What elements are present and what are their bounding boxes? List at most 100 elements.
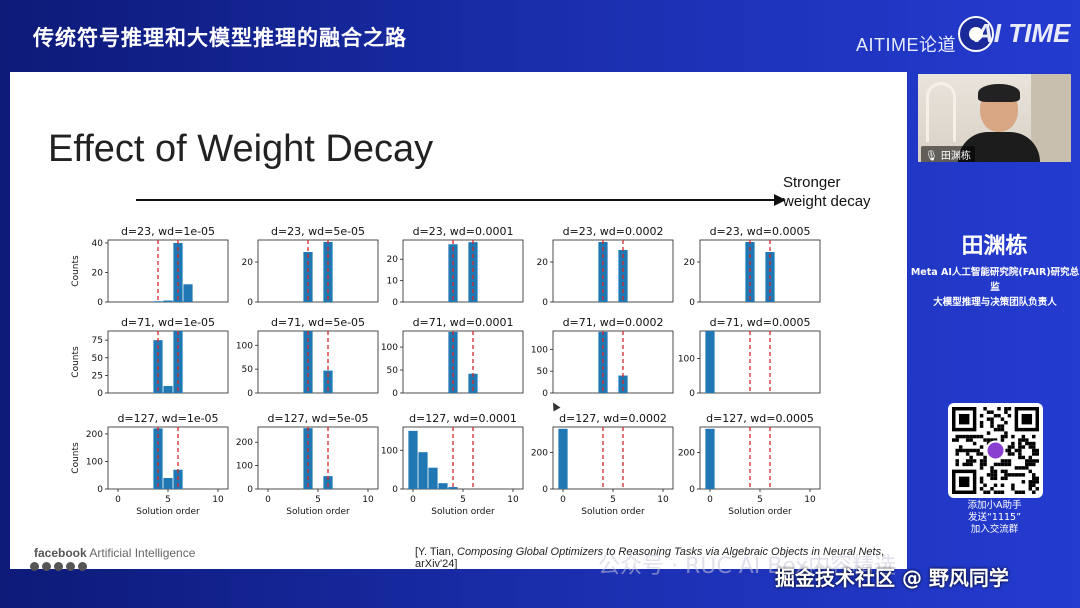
y-tick-label: 10 — [387, 277, 399, 287]
histogram-bar — [408, 430, 418, 489]
panel-title: d=71, wd=0.0005 — [710, 316, 811, 329]
y-tick-label: 0 — [689, 298, 695, 308]
y-tick-label: 200 — [236, 438, 253, 448]
y-tick-label: 0 — [97, 298, 103, 308]
y-tick-label: 0 — [247, 389, 253, 399]
panel-frame — [552, 330, 674, 394]
panel-title: d=23, wd=0.0001 — [413, 225, 514, 238]
y-tick-label: 0 — [247, 298, 253, 308]
panel-frame — [257, 239, 379, 303]
y-tick-label: 20 — [537, 258, 549, 268]
y-axis-label: Counts — [71, 442, 81, 474]
histogram-bar — [418, 452, 428, 489]
panel-frame — [257, 426, 379, 490]
panel-frame — [402, 239, 524, 303]
x-tick-label: 0 — [707, 495, 713, 505]
x-tick-label: 0 — [115, 495, 121, 505]
histogram-bar — [448, 487, 458, 489]
x-axis-label: Solution order — [286, 507, 350, 517]
y-tick-label: 20 — [242, 258, 254, 268]
histogram-bar — [438, 483, 448, 489]
y-tick-label: 50 — [92, 354, 104, 364]
histogram-bar — [558, 428, 568, 489]
qr-code-icon — [952, 407, 1039, 494]
y-tick-label: 200 — [531, 449, 548, 459]
lamp-shape — [926, 82, 956, 142]
panel-title: d=71, wd=5e-05 — [271, 316, 365, 329]
histogram-bar — [618, 375, 628, 393]
y-tick-label: 0 — [689, 485, 695, 495]
panel-title: d=71, wd=1e-05 — [121, 316, 215, 329]
histogram-bar — [705, 428, 715, 489]
top-watermark: AI TIME — [975, 18, 1071, 48]
y-tick-label: 0 — [542, 298, 548, 308]
x-tick-label: 5 — [315, 495, 321, 505]
y-tick-label: 50 — [242, 365, 254, 375]
x-tick-label: 5 — [757, 495, 763, 505]
x-tick-label: 0 — [560, 495, 566, 505]
panel-title: d=23, wd=5e-05 — [271, 225, 365, 238]
histogram-bar — [173, 242, 183, 302]
histogram-bar — [163, 477, 173, 489]
histogram-bar — [183, 284, 193, 302]
x-tick-label: 10 — [212, 495, 224, 505]
camera-name-tag: 🎙 田渊栋 — [921, 146, 975, 162]
y-tick-label: 200 — [678, 449, 695, 459]
histogram-bar — [163, 385, 173, 393]
histogram-bar — [323, 476, 333, 489]
y-tick-label: 0 — [247, 485, 253, 495]
control-dot-icon[interactable] — [42, 562, 51, 571]
panel-frame — [552, 239, 674, 303]
y-tick-label: 100 — [678, 355, 695, 365]
x-axis-label: Solution order — [581, 507, 645, 517]
histogram-bar — [428, 467, 438, 489]
y-tick-label: 100 — [531, 345, 548, 355]
x-tick-label: 5 — [460, 495, 466, 505]
citation: [Y. Tian, Composing Global Optimizers to… — [415, 546, 885, 570]
control-dot-icon[interactable] — [30, 562, 39, 571]
y-tick-label: 0 — [392, 389, 398, 399]
community-credit: 掘金技术社区 @ 野风同学 — [775, 566, 1009, 590]
control-dot-icon[interactable] — [66, 562, 75, 571]
histogram-bar — [153, 301, 163, 302]
y-axis-label: Counts — [71, 346, 81, 378]
shelf-shape — [1031, 74, 1071, 162]
arrow-label-line2: weight decay — [783, 193, 871, 210]
panel-title: d=23, wd=0.0002 — [563, 225, 664, 238]
histogram-grid: d=23, wd=1e-05 0 20 40 Counts d=23, wd=5e-05 0… — [71, 225, 821, 517]
y-tick-label: 75 — [92, 336, 103, 346]
panel-title: d=127, wd=0.0002 — [559, 412, 667, 425]
slide-footer-brand: facebook Artificial Intelligence — [34, 546, 195, 560]
aitime-logo-icon — [958, 16, 994, 52]
x-tick-label: 0 — [410, 495, 416, 505]
control-dot-icon[interactable] — [78, 562, 87, 571]
panel-title: d=23, wd=1e-05 — [121, 225, 215, 238]
footer-unit: Artificial Intelligence — [89, 546, 196, 560]
y-tick-label: 50 — [537, 367, 549, 377]
speaker-role: Meta AI人工智能研究院(FAIR)研究总监 大模型推理与决策团队负责人 — [910, 267, 1080, 308]
x-tick-label: 10 — [362, 495, 374, 505]
qr-caption: 添加小A助手 发送“1115” 加入交流群 — [967, 500, 1022, 535]
x-axis-label: Solution order — [728, 507, 792, 517]
player-controls[interactable] — [30, 562, 87, 571]
y-tick-label: 0 — [542, 389, 548, 399]
talk-title: 传统符号推理和大模型推理的融合之路 — [33, 26, 407, 50]
y-tick-label: 25 — [92, 371, 103, 381]
qr-code[interactable] — [948, 403, 1043, 498]
y-tick-label: 100 — [381, 343, 398, 353]
y-tick-label: 0 — [689, 389, 695, 399]
histogram-bar — [468, 242, 478, 302]
y-tick-label: 100 — [381, 446, 398, 456]
panel-title: d=127, wd=1e-05 — [117, 412, 218, 425]
panel-frame — [402, 330, 524, 394]
y-tick-label: 0 — [392, 298, 398, 308]
panel-frame — [699, 330, 821, 394]
panel-title: d=127, wd=0.0005 — [706, 412, 814, 425]
y-tick-label: 0 — [97, 389, 103, 399]
x-tick-label: 0 — [265, 495, 271, 505]
panel-frame — [107, 330, 229, 394]
arrow-label-line1: Stronger — [783, 174, 841, 191]
y-tick-label: 100 — [236, 341, 253, 351]
y-tick-label: 0 — [392, 485, 398, 495]
control-dot-icon[interactable] — [54, 562, 63, 571]
